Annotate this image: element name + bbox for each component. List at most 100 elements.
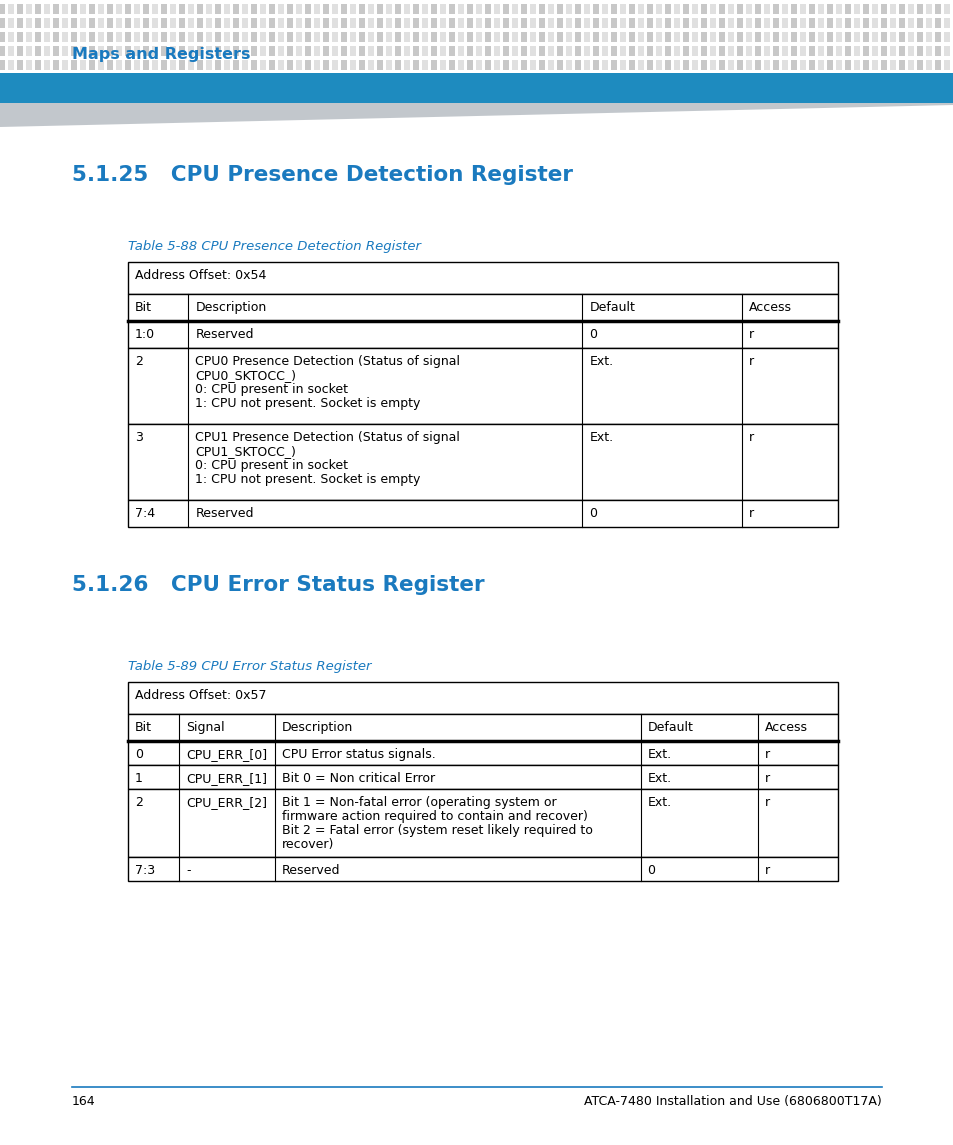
Bar (781, 3, 787, 14)
Bar (709, 3, 716, 14)
Bar (610, 18, 617, 27)
Bar (62, 32, 68, 42)
Bar (206, 46, 212, 56)
Bar (745, 3, 751, 14)
Bar (520, 32, 526, 42)
Bar (656, 18, 661, 27)
Bar (323, 3, 329, 14)
Text: firmware action required to contain and recover): firmware action required to contain and … (282, 810, 587, 823)
Bar (530, 18, 536, 27)
Bar (143, 46, 149, 56)
Bar (737, 46, 742, 56)
Text: CPU_ERR_[1]: CPU_ERR_[1] (186, 772, 267, 785)
Bar (538, 3, 544, 14)
Bar (128, 741, 837, 765)
Text: r: r (748, 327, 754, 341)
Bar (628, 60, 635, 70)
Bar (502, 3, 509, 14)
Bar (26, 32, 32, 42)
Bar (575, 32, 580, 42)
Bar (682, 60, 688, 70)
Bar (449, 60, 455, 70)
Bar (26, 18, 32, 27)
Bar (467, 32, 473, 42)
Bar (340, 60, 347, 70)
Bar (800, 60, 805, 70)
Bar (403, 3, 410, 14)
Bar (871, 3, 877, 14)
Bar (520, 3, 526, 14)
Bar (646, 32, 652, 42)
Bar (277, 32, 284, 42)
Bar (934, 18, 940, 27)
Bar (358, 60, 365, 70)
Bar (295, 60, 302, 70)
Bar (449, 32, 455, 42)
Bar (889, 18, 895, 27)
Bar (619, 60, 625, 70)
Bar (62, 3, 68, 14)
Bar (700, 3, 706, 14)
Bar (128, 262, 837, 294)
Bar (862, 3, 868, 14)
Bar (242, 60, 248, 70)
Bar (457, 46, 463, 56)
Bar (754, 32, 760, 42)
Bar (745, 18, 751, 27)
Bar (323, 18, 329, 27)
Bar (224, 32, 230, 42)
Bar (350, 32, 355, 42)
Text: r: r (748, 355, 754, 368)
Bar (691, 3, 698, 14)
Text: 2: 2 (135, 355, 143, 368)
Bar (431, 3, 436, 14)
Bar (8, 3, 14, 14)
Bar (817, 18, 823, 27)
Bar (880, 46, 886, 56)
Bar (421, 3, 428, 14)
Bar (673, 3, 679, 14)
Bar (0, 46, 5, 56)
Bar (71, 32, 77, 42)
Bar (925, 3, 931, 14)
Text: Bit 0 = Non critical Error: Bit 0 = Non critical Error (282, 772, 435, 785)
Bar (107, 32, 112, 42)
Bar (853, 60, 859, 70)
Bar (880, 32, 886, 42)
Bar (593, 46, 598, 56)
Bar (98, 60, 104, 70)
Bar (421, 60, 428, 70)
Bar (593, 32, 598, 42)
Bar (619, 32, 625, 42)
Bar (646, 3, 652, 14)
Bar (547, 60, 554, 70)
Bar (682, 32, 688, 42)
Bar (664, 18, 670, 27)
Bar (128, 789, 837, 856)
Bar (125, 46, 131, 56)
Bar (925, 60, 931, 70)
Bar (17, 18, 23, 27)
Bar (295, 3, 302, 14)
Text: 0: 0 (647, 864, 655, 877)
Text: 0: CPU present in socket: 0: CPU present in socket (195, 382, 348, 396)
Bar (538, 46, 544, 56)
Bar (421, 18, 428, 27)
Bar (376, 3, 382, 14)
Bar (844, 18, 850, 27)
Bar (332, 32, 337, 42)
Bar (287, 46, 293, 56)
Bar (439, 18, 446, 27)
Bar (916, 60, 923, 70)
Bar (17, 32, 23, 42)
Bar (467, 46, 473, 56)
Bar (214, 60, 221, 70)
Bar (638, 46, 643, 56)
Bar (862, 18, 868, 27)
Bar (943, 32, 949, 42)
Bar (133, 46, 140, 56)
Bar (161, 60, 167, 70)
Text: Bit: Bit (135, 301, 152, 314)
Bar (565, 3, 572, 14)
Text: CPU_ERR_[2]: CPU_ERR_[2] (186, 796, 267, 810)
